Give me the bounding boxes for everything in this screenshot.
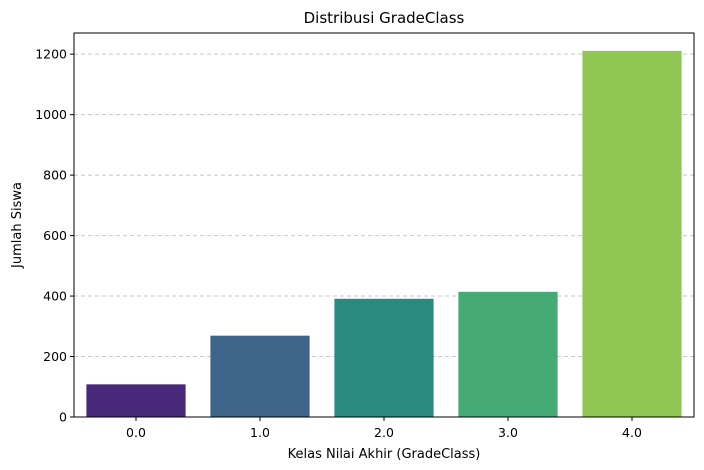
x-tick-label: 0.0 xyxy=(126,425,146,440)
x-tick-label: 3.0 xyxy=(498,425,518,440)
x-axis-ticks: 0.0 1.0 2.0 3.0 4.0 xyxy=(126,417,642,440)
y-tick-label: 800 xyxy=(43,168,67,183)
y-tick-label: 400 xyxy=(43,289,67,304)
y-tick-label: 0 xyxy=(59,410,67,425)
bar-1-0 xyxy=(210,335,310,417)
x-tick-label: 1.0 xyxy=(250,425,270,440)
y-axis-ticks: 0 200 400 600 800 1000 1200 xyxy=(35,47,74,425)
y-tick-label: 600 xyxy=(43,228,67,243)
y-tick-label: 200 xyxy=(43,349,67,364)
bar-4-0 xyxy=(582,50,682,418)
y-tick-label: 1000 xyxy=(35,107,67,122)
chart-title: Distribusi GradeClass xyxy=(304,9,465,27)
bar-0-0 xyxy=(86,384,186,417)
x-axis-label: Kelas Nilai Akhir (GradeClass) xyxy=(288,447,481,462)
bar-3-0 xyxy=(458,291,558,417)
y-axis-label: Jumlah Siswa xyxy=(10,182,25,269)
bars xyxy=(86,50,682,418)
x-tick-label: 4.0 xyxy=(622,425,642,440)
x-tick-label: 2.0 xyxy=(374,425,394,440)
bar-2-0 xyxy=(334,298,434,417)
y-tick-label: 1200 xyxy=(35,47,67,62)
